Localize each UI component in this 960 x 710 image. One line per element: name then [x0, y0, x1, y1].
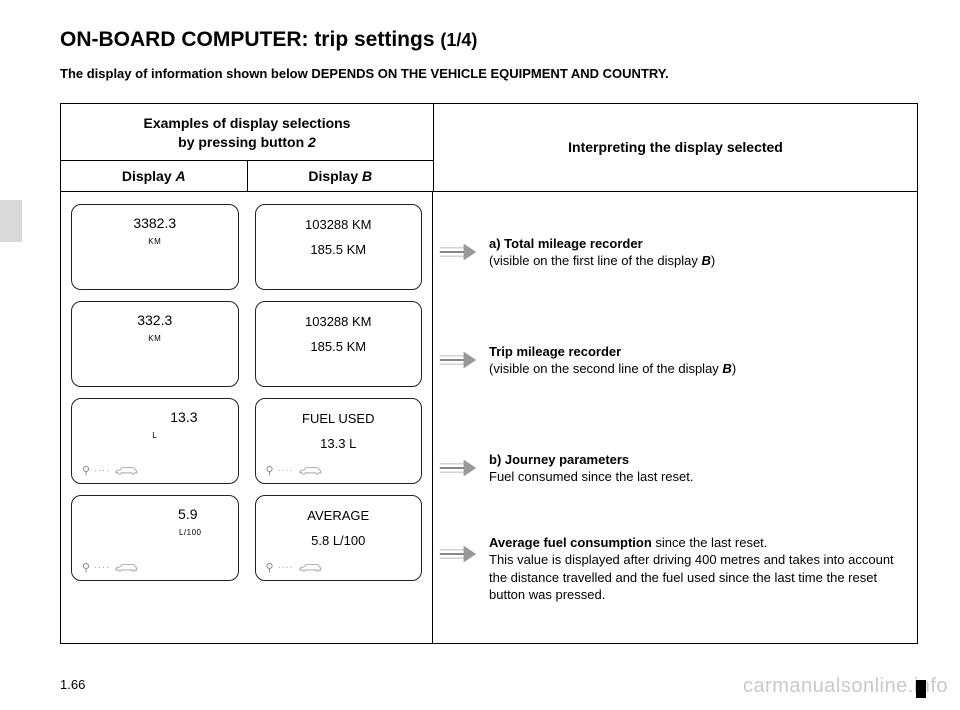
- pin-icon: ⚲: [266, 464, 274, 477]
- car-icon: [114, 465, 138, 476]
- arrow-icon: [437, 540, 479, 568]
- car-icon-row: ⚲ ····: [82, 464, 138, 477]
- header-display-b: Display B: [248, 161, 434, 191]
- display-b-4: AVERAGE 5.8 L/100 ⚲ ····: [255, 495, 423, 581]
- pin-icon: ⚲: [82, 561, 90, 574]
- disp-b1-l1: 103288 KM: [268, 217, 410, 232]
- title-part: (1/4): [440, 30, 477, 50]
- corner-mark: [916, 680, 926, 698]
- disp-b1-l2: 185.5 KM: [268, 242, 410, 257]
- interp-row-2: Trip mileage recorder (visible on the se…: [437, 312, 903, 409]
- dots-icon: ····: [278, 465, 294, 475]
- display-a-3: 13.3 L ⚲ ····: [71, 398, 239, 484]
- header-examples: Examples of display selections by pressi…: [61, 104, 433, 161]
- display-a-1: 3382.3 KM: [71, 204, 239, 290]
- interp-row-1: a) Total mileage recorder (visible on th…: [437, 204, 903, 301]
- interp-2-text: Trip mileage recorder (visible on the se…: [489, 343, 736, 378]
- disp-b4-l1: AVERAGE: [268, 508, 410, 523]
- header-interpreting: Interpreting the display selected: [434, 104, 917, 192]
- title-main: ON-BOARD COMPUTER: trip settings: [60, 28, 440, 51]
- dots-icon: ····: [94, 562, 110, 572]
- pin-icon: ⚲: [266, 561, 274, 574]
- disp-a2-unit: KM: [84, 334, 226, 343]
- car-icon-row: ⚲ ····: [266, 561, 322, 574]
- page-title: ON-BOARD COMPUTER: trip settings (1/4): [60, 28, 926, 52]
- interpretation-column: a) Total mileage recorder (visible on th…: [433, 192, 917, 643]
- arrow-icon: [437, 238, 479, 266]
- display-b-3: FUEL USED 13.3 L ⚲ ····: [255, 398, 423, 484]
- car-icon-row: ⚲ ····: [82, 561, 138, 574]
- car-icon: [114, 562, 138, 573]
- interp-3-text: b) Journey parameters Fuel consumed sinc…: [489, 451, 694, 486]
- arrow-icon: [437, 346, 479, 374]
- disp-b3-l2: 13.3 L: [268, 436, 410, 451]
- disp-a3-unit: L: [84, 431, 226, 440]
- display-b-2: 103288 KM 185.5 KM: [255, 301, 423, 387]
- interp-row-3: b) Journey parameters Fuel consumed sinc…: [437, 420, 903, 517]
- header-display-a: Display A: [61, 161, 248, 191]
- display-a-4: 5.9 L/100 ⚲ ····: [71, 495, 239, 581]
- side-tab: [0, 200, 22, 242]
- arrow-icon: [437, 454, 479, 482]
- car-icon: [298, 465, 322, 476]
- disp-a1-value: 3382.3: [84, 215, 226, 231]
- car-icon-row: ⚲ ····: [266, 464, 322, 477]
- disp-a4-value: 5.9: [84, 506, 226, 522]
- disp-a3-value: 13.3: [84, 409, 226, 425]
- displays-column: 3382.3 KM 103288 KM 185.5 KM 332.3 KM: [61, 192, 433, 643]
- dots-icon: ····: [278, 562, 294, 572]
- pin-icon: ⚲: [82, 464, 90, 477]
- disp-a4-unit: L/100: [84, 528, 226, 537]
- car-icon: [298, 562, 322, 573]
- dots-icon: ····: [94, 465, 110, 475]
- subtitle: The display of information shown below D…: [60, 66, 926, 81]
- disp-a1-unit: KM: [84, 237, 226, 246]
- page-number: 1.66: [60, 677, 85, 692]
- disp-b3-l1: FUEL USED: [268, 411, 410, 426]
- main-table: Examples of display selections by pressi…: [60, 103, 918, 644]
- interp-row-4: Average fuel consumption since the last …: [437, 528, 903, 631]
- disp-b2-l2: 185.5 KM: [268, 339, 410, 354]
- header-examples-l1: Examples of display selections: [144, 115, 351, 131]
- interp-1-text: a) Total mileage recorder (visible on th…: [489, 235, 715, 270]
- header-examples-l2: by pressing button 2: [178, 134, 316, 150]
- display-a-2: 332.3 KM: [71, 301, 239, 387]
- display-b-1: 103288 KM 185.5 KM: [255, 204, 423, 290]
- disp-b2-l1: 103288 KM: [268, 314, 410, 329]
- disp-b4-l2: 5.8 L/100: [268, 533, 410, 548]
- disp-a2-value: 332.3: [84, 312, 226, 328]
- interp-4-text: Average fuel consumption since the last …: [489, 534, 903, 604]
